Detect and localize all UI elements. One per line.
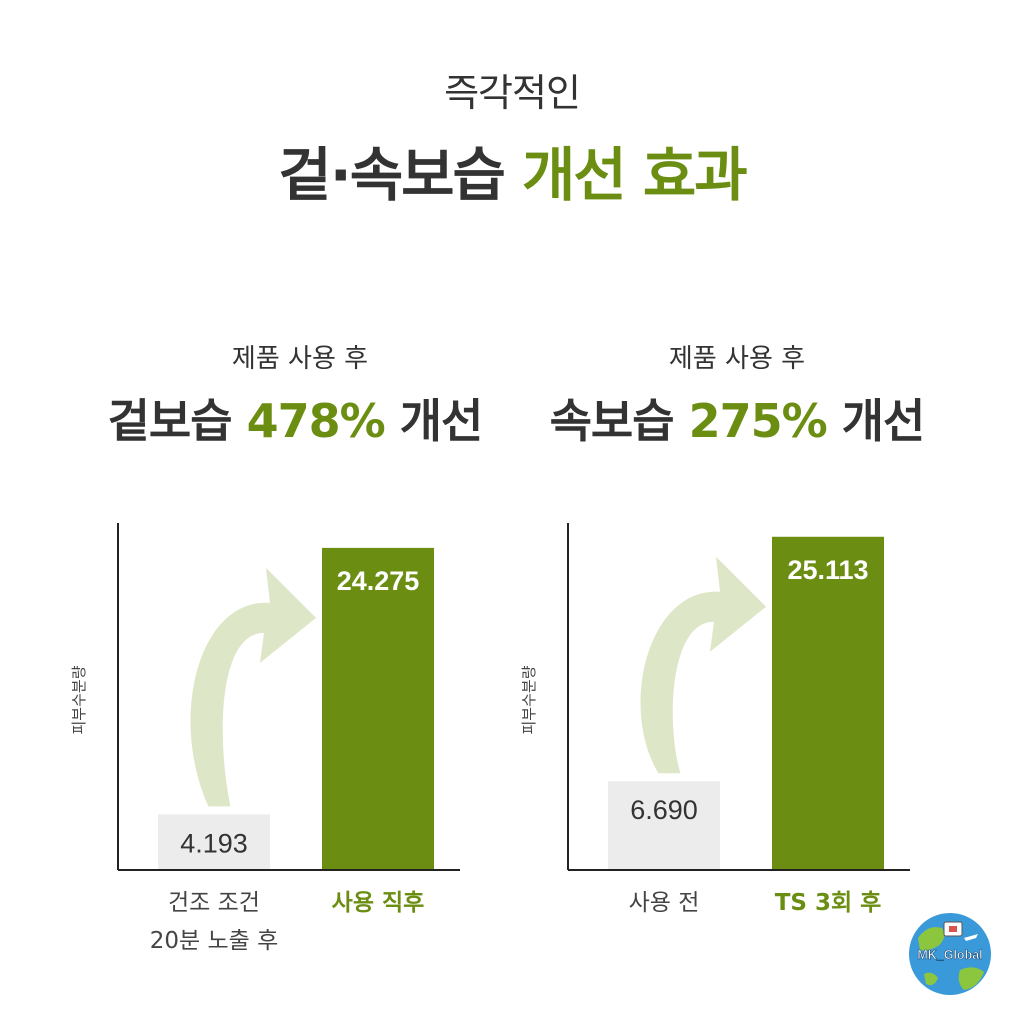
- logo-text: MK_Global: [917, 948, 982, 962]
- bar-value-label-2: 25.113: [787, 555, 868, 585]
- left-headline-percent: 478%: [246, 394, 386, 448]
- category-label-1: 건조 조건 20분 노출 후: [150, 890, 279, 954]
- bar-1: [158, 814, 270, 870]
- left-panel-headline: 겉보습 478% 개선: [55, 385, 535, 451]
- right-panel-caption: 제품 사용 후: [668, 344, 806, 374]
- right-bar-chart: 6.690 사용 전 25.113 TS 3회 후 피부수분량: [520, 523, 910, 916]
- category-label-1: 사용 전: [629, 890, 700, 916]
- left-headline-dark: 겉보습: [107, 394, 233, 448]
- right-panel-headline: 속보습 275% 개선: [497, 385, 977, 451]
- category-label-2: TS 3회 후: [775, 890, 882, 916]
- bar-1: [608, 781, 720, 870]
- category-label-2: 사용 직후: [332, 890, 425, 916]
- left-bar-chart: 4.193 건조 조건 20분 노출 후 24.275 사용 직후 피부수분량: [70, 523, 460, 954]
- y-axis-label: 피부수분량: [520, 665, 538, 734]
- title-accent-part: 개선 효과: [522, 141, 748, 209]
- title-dark-part: 겉·속보습: [278, 141, 505, 209]
- bar-value-label-2: 24.275: [337, 566, 420, 596]
- bar-2: [772, 536, 884, 870]
- bar-value-label-1: 4.193: [180, 828, 248, 858]
- mk-global-logo: MK_Global: [905, 909, 995, 999]
- page-title: 겉·속보습 개선 효과: [0, 128, 1024, 212]
- increase-arrow-icon: [640, 556, 766, 774]
- left-panel-caption: 제품 사용 후: [231, 344, 369, 374]
- bar-2: [322, 547, 434, 870]
- right-headline-tail: 개선: [841, 394, 926, 448]
- right-headline-percent: 275%: [688, 394, 828, 448]
- left-headline-tail: 개선: [399, 394, 484, 448]
- bar-value-label-1: 6.690: [630, 795, 698, 825]
- increase-arrow-icon: [190, 567, 316, 807]
- page-subtitle: 즉각적인: [444, 71, 581, 115]
- right-headline-dark: 속보습: [549, 394, 675, 448]
- y-axis-label: 피부수분량: [70, 665, 88, 734]
